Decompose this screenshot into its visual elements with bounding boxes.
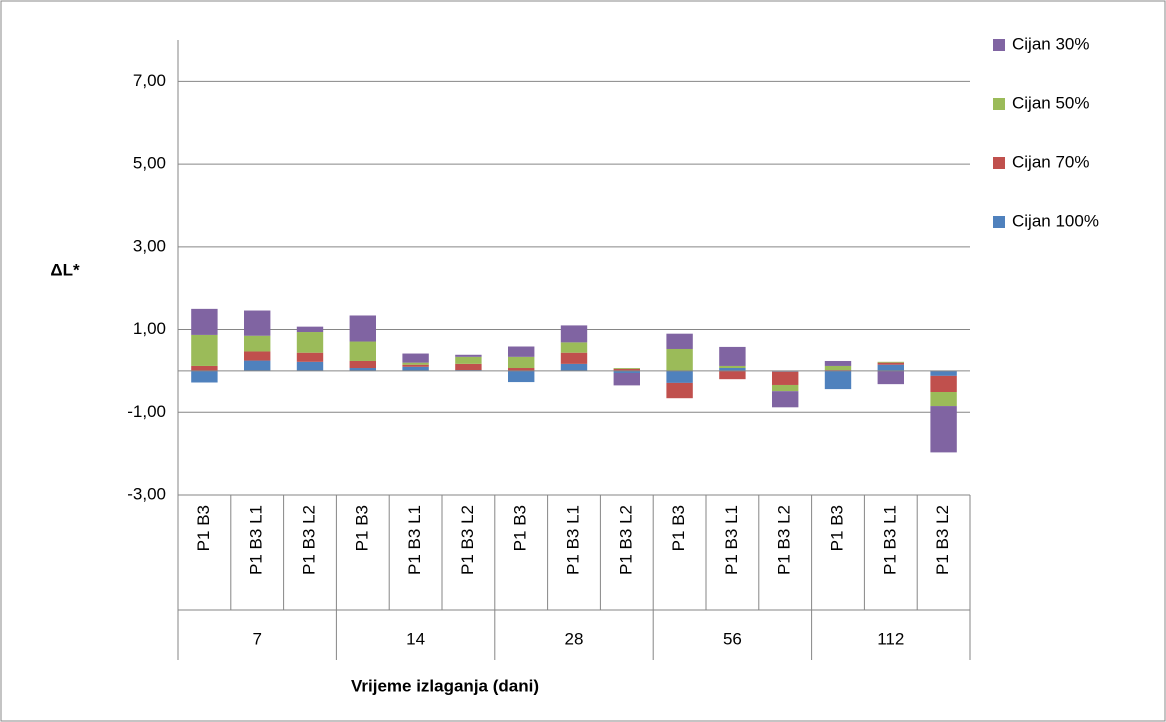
bar-segment xyxy=(560,352,588,364)
bar-segment xyxy=(930,370,957,376)
bar-segment xyxy=(508,368,535,371)
y-tick-label: 7,00 xyxy=(133,71,166,90)
bar-segment xyxy=(244,310,271,336)
bar-segment xyxy=(402,362,429,365)
bar-segment xyxy=(877,364,904,371)
bar-segment xyxy=(666,382,693,399)
x-tick-label: P1 B3 L1 xyxy=(563,505,582,575)
bar-segment xyxy=(402,353,429,363)
group-label: 56 xyxy=(723,629,742,648)
x-tick-label: P1 B3 L2 xyxy=(933,505,952,575)
bar-segment xyxy=(508,356,535,369)
x-tick-label: P1 B3 xyxy=(827,505,846,551)
bar-segment xyxy=(824,370,852,390)
bar-segment xyxy=(296,361,324,371)
bar-segment xyxy=(560,342,588,353)
bar-segment xyxy=(560,325,588,343)
bar-segment xyxy=(508,346,535,357)
bar-segment xyxy=(930,375,957,393)
legend-swatch xyxy=(993,216,1005,228)
group-label: 112 xyxy=(877,629,904,648)
legend-swatch xyxy=(993,98,1005,110)
bar-segment xyxy=(824,365,852,371)
bar-segment xyxy=(772,391,799,408)
bar-segment xyxy=(613,368,640,369)
bar-segment xyxy=(349,341,376,361)
bar-segment xyxy=(402,364,429,367)
bar-segment xyxy=(349,368,376,371)
bar-segment xyxy=(244,360,271,371)
bar-segment xyxy=(719,368,746,371)
x-tick-label: P1 B3 L2 xyxy=(458,505,477,575)
bar-segment xyxy=(244,351,271,361)
bar-segment xyxy=(244,335,271,352)
bar-segment xyxy=(191,308,218,335)
bar-segment xyxy=(191,334,218,366)
bar-segment xyxy=(930,392,957,407)
bar-segment xyxy=(191,370,218,383)
bar-segment xyxy=(455,354,482,357)
bar-segment xyxy=(877,370,904,385)
legend-swatch xyxy=(993,39,1005,51)
bar-segment xyxy=(613,368,640,371)
bar-segment xyxy=(455,363,482,371)
y-tick-label: -1,00 xyxy=(127,402,166,421)
y-tick-label: 5,00 xyxy=(133,154,166,173)
bar-segment xyxy=(613,370,640,373)
x-tick-label: P1 B3 L2 xyxy=(775,505,794,575)
x-tick-label: P1 B3 L1 xyxy=(880,505,899,575)
y-tick-label: 1,00 xyxy=(133,319,166,338)
x-tick-label: P1 B3 L1 xyxy=(722,505,741,575)
bar-segment xyxy=(613,372,640,386)
x-tick-label: P1 B3 L2 xyxy=(299,505,318,575)
bar-segment xyxy=(296,326,324,333)
y-axis-title: ΔL* xyxy=(50,260,80,279)
bar-segment xyxy=(772,384,799,392)
group-label: 7 xyxy=(252,629,261,648)
bar-segment xyxy=(824,360,852,366)
bar-segment xyxy=(560,363,588,371)
x-tick-label: P1 B3 L1 xyxy=(247,505,266,575)
bar-segment xyxy=(666,333,693,349)
bar-segment xyxy=(455,356,482,364)
bar-segment xyxy=(666,348,693,371)
y-tick-label: 3,00 xyxy=(133,236,166,255)
bar-segment xyxy=(296,352,324,362)
legend-label: Cijan 50% xyxy=(1012,93,1090,112)
bar-segment xyxy=(191,365,218,371)
bar-segment xyxy=(666,370,693,383)
x-tick-label: P1 B3 xyxy=(511,505,530,551)
legend-label: Cijan 30% xyxy=(1012,34,1090,53)
bar-segment xyxy=(402,366,429,371)
x-tick-label: P1 B3 xyxy=(194,505,213,551)
bar-segment xyxy=(296,332,324,353)
legend-label: Cijan 100% xyxy=(1012,211,1099,230)
x-tick-label: P1 B3 L2 xyxy=(616,505,635,575)
bar-segment xyxy=(719,365,746,369)
bar-segment xyxy=(719,370,746,380)
x-tick-label: P1 B3 xyxy=(352,505,371,551)
y-tick-label: -3,00 xyxy=(127,484,166,503)
bar-segment xyxy=(877,362,904,365)
legend-label: Cijan 70% xyxy=(1012,152,1090,171)
bar-segment xyxy=(877,361,904,363)
legend-swatch xyxy=(993,157,1005,169)
x-tick-label: P1 B3 L1 xyxy=(405,505,424,575)
bar-segment xyxy=(772,371,799,385)
x-axis-title: Vrijeme izlaganja (dani) xyxy=(351,676,539,695)
bar-segment xyxy=(719,346,746,366)
bar-segment xyxy=(349,360,376,369)
group-label: 28 xyxy=(565,629,584,648)
bar-segment xyxy=(508,370,535,383)
group-label: 14 xyxy=(406,629,425,648)
bar-segment xyxy=(349,315,376,342)
bar-segment xyxy=(930,406,957,453)
x-tick-label: P1 B3 xyxy=(669,505,688,551)
